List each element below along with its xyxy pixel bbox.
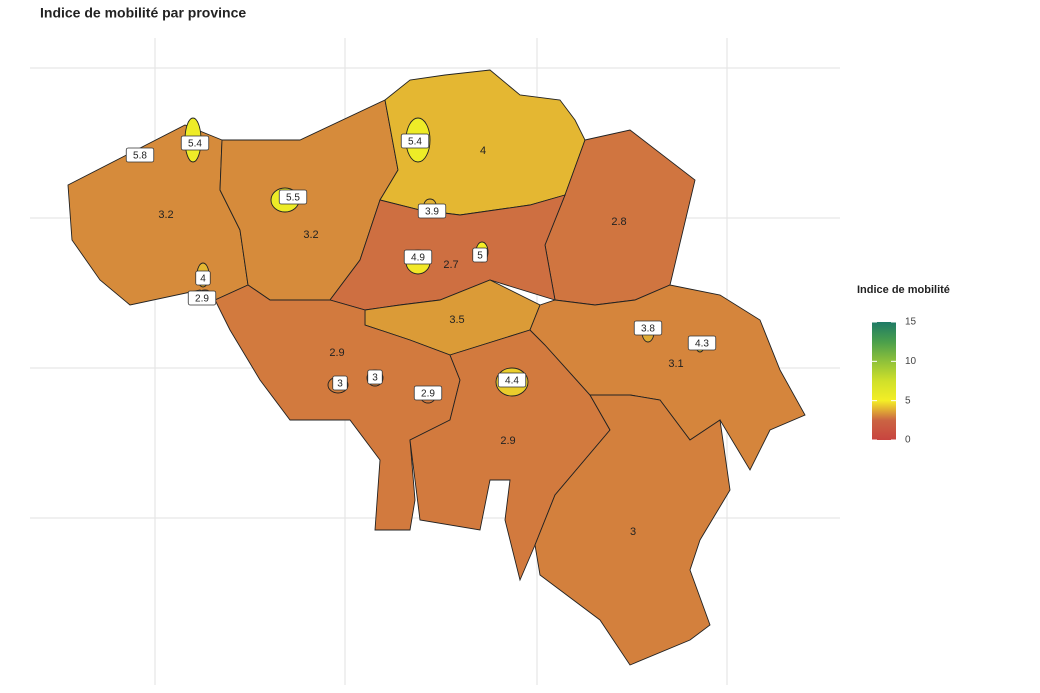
legend-title: Indice de mobilité xyxy=(857,284,950,296)
province-label: 3 xyxy=(630,526,636,538)
chart-title: Indice de mobilité par province xyxy=(40,5,246,21)
city-label-box xyxy=(195,270,211,286)
city-label: 3.8 xyxy=(641,324,655,335)
city-label: 3 xyxy=(337,379,343,390)
city-label-box xyxy=(413,385,443,401)
colorbar-tick-label: 5 xyxy=(905,395,911,406)
province-label: 3.1 xyxy=(668,358,683,370)
city-label-box xyxy=(180,135,210,151)
colorbar xyxy=(872,322,896,440)
city-label-box xyxy=(187,290,217,306)
province-label: 2.9 xyxy=(329,347,344,359)
city-label: 3.9 xyxy=(425,207,439,218)
city-label: 4.3 xyxy=(695,339,709,350)
city-label: 5.8 xyxy=(133,151,147,162)
city-label: 5.5 xyxy=(286,193,300,204)
city-label-box xyxy=(687,335,717,351)
city-label-box xyxy=(278,189,308,205)
colorbar-tick-label: 15 xyxy=(905,317,917,328)
province-label: 3.2 xyxy=(303,229,318,241)
city-label-box xyxy=(633,320,663,336)
city-label: 3 xyxy=(372,373,378,384)
city-label-box xyxy=(417,203,447,219)
city-label: 4.9 xyxy=(411,253,425,264)
city-label: 5.4 xyxy=(188,139,202,150)
city-label-box xyxy=(472,247,488,263)
city-label: 5.4 xyxy=(408,137,422,148)
province xyxy=(534,394,731,666)
province-label: 3.5 xyxy=(449,314,464,326)
city-label-box xyxy=(332,375,348,391)
province-label: 2.8 xyxy=(611,216,626,228)
colorbar-tick-label: 10 xyxy=(905,356,917,367)
city-label-box xyxy=(400,133,430,149)
city-label: 5 xyxy=(477,251,483,262)
city-label: 4.4 xyxy=(505,376,519,387)
province-label: 4 xyxy=(480,145,486,157)
city-label: 4 xyxy=(200,274,206,285)
province-label: 3.2 xyxy=(158,209,173,221)
city-label-box xyxy=(403,249,433,265)
city-label: 2.9 xyxy=(195,294,209,305)
colorbar-tick-label: 0 xyxy=(905,435,911,446)
province-label: 2.7 xyxy=(443,259,458,271)
city-label-box xyxy=(367,369,383,385)
city-label-box xyxy=(497,372,527,388)
city-label: 2.9 xyxy=(421,389,435,400)
province-label: 2.9 xyxy=(500,435,515,447)
city-label-box xyxy=(125,147,155,163)
